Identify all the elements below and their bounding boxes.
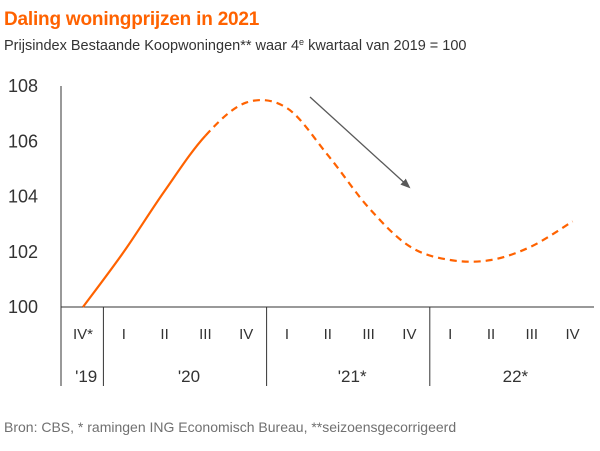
subtitle-superscript: e — [299, 37, 305, 47]
y-tick-label: 102 — [8, 242, 38, 262]
x-tick-label: II — [160, 326, 168, 343]
downward-arrow-annotation — [309, 96, 411, 189]
chart-title: Daling woningprijzen in 2021 — [4, 9, 260, 30]
x-tick-label: III — [362, 326, 375, 343]
x-tick-label: III — [199, 326, 212, 343]
y-tick-label: 106 — [8, 131, 38, 151]
y-tick-label: 104 — [8, 187, 38, 207]
x-tick-label: IV* — [73, 326, 93, 343]
y-tick-label: 100 — [8, 297, 38, 317]
x-tick-label: II — [324, 326, 332, 343]
series-line-forecast — [204, 98, 574, 263]
x-tick-label: I — [285, 326, 289, 343]
x-tick-label: IV — [402, 326, 416, 343]
subtitle-main: Prijsindex Bestaande Koopwoningen** waar… — [4, 38, 300, 54]
year-label: '19 — [75, 367, 97, 386]
year-label: '21* — [338, 367, 367, 386]
series-line-actual — [82, 134, 207, 308]
subtitle-end: kwartaal van 2019 = 100 — [304, 38, 467, 54]
x-tick-label: III — [526, 326, 539, 343]
source-note: Bron: CBS, * ramingen ING Economisch Bur… — [4, 419, 457, 435]
x-tick-label: IV — [566, 326, 580, 343]
chart-subtitle: Prijsindex Bestaande Koopwoningen** waar… — [4, 37, 466, 54]
x-tick-label: I — [122, 326, 126, 343]
x-tick-label: I — [448, 326, 452, 343]
x-tick-label: II — [487, 326, 495, 343]
year-label: 22* — [503, 367, 529, 386]
x-tick-label: IV — [239, 326, 253, 343]
year-label: '20 — [178, 367, 200, 386]
y-tick-label: 108 — [8, 76, 38, 96]
